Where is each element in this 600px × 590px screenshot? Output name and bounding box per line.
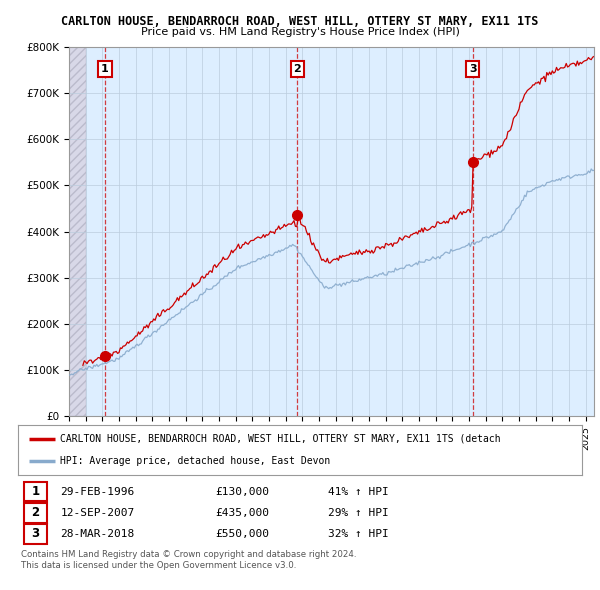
FancyBboxPatch shape bbox=[23, 524, 47, 544]
FancyBboxPatch shape bbox=[23, 481, 47, 501]
Text: 3: 3 bbox=[31, 527, 40, 540]
Text: £130,000: £130,000 bbox=[215, 487, 269, 497]
Text: 1: 1 bbox=[101, 64, 109, 74]
Text: CARLTON HOUSE, BENDARROCH ROAD, WEST HILL, OTTERY ST MARY, EX11 1TS (detach: CARLTON HOUSE, BENDARROCH ROAD, WEST HIL… bbox=[60, 434, 501, 444]
Text: 2: 2 bbox=[293, 64, 301, 74]
Text: Contains HM Land Registry data © Crown copyright and database right 2024.: Contains HM Land Registry data © Crown c… bbox=[21, 550, 356, 559]
Text: 2: 2 bbox=[31, 506, 40, 519]
Text: 12-SEP-2007: 12-SEP-2007 bbox=[60, 508, 134, 517]
Text: 3: 3 bbox=[469, 64, 476, 74]
Text: 29% ↑ HPI: 29% ↑ HPI bbox=[328, 508, 389, 517]
Text: CARLTON HOUSE, BENDARROCH ROAD, WEST HILL, OTTERY ST MARY, EX11 1TS: CARLTON HOUSE, BENDARROCH ROAD, WEST HIL… bbox=[61, 15, 539, 28]
Text: 28-MAR-2018: 28-MAR-2018 bbox=[60, 529, 134, 539]
Text: HPI: Average price, detached house, East Devon: HPI: Average price, detached house, East… bbox=[60, 456, 331, 466]
Text: £550,000: £550,000 bbox=[215, 529, 269, 539]
Text: 1: 1 bbox=[31, 485, 40, 498]
Text: Price paid vs. HM Land Registry's House Price Index (HPI): Price paid vs. HM Land Registry's House … bbox=[140, 27, 460, 37]
Text: 32% ↑ HPI: 32% ↑ HPI bbox=[328, 529, 389, 539]
Text: This data is licensed under the Open Government Licence v3.0.: This data is licensed under the Open Gov… bbox=[21, 560, 296, 569]
Text: 29-FEB-1996: 29-FEB-1996 bbox=[60, 487, 134, 497]
Text: 41% ↑ HPI: 41% ↑ HPI bbox=[328, 487, 389, 497]
Text: £435,000: £435,000 bbox=[215, 508, 269, 517]
FancyBboxPatch shape bbox=[23, 503, 47, 523]
Bar bbox=[69, 47, 86, 416]
Bar bbox=[69, 47, 86, 416]
